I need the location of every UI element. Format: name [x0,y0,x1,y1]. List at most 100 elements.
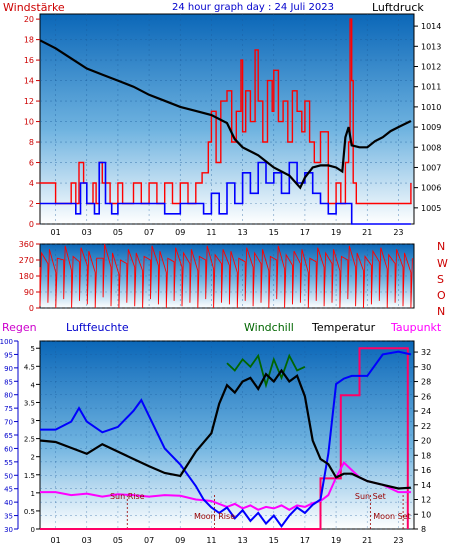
wind-tick-label: 2 [29,200,34,209]
wind-axis-title: Windstärke [3,1,65,14]
wind-tick-label: 8 [29,138,34,147]
temperature-tick-label: 30 [421,363,431,372]
windchill-legend: Windchill [244,321,294,334]
dewpoint-legend: Taupunkt [390,321,442,334]
wind-tick-label: 10 [24,118,34,127]
rain-tick-label: 1.5 [24,472,35,480]
rain-tick-label: 3.5 [24,399,35,407]
temperature-tick-label: 32 [421,348,431,357]
rain-tick-label: 2 [31,454,35,462]
rain-tick-label: 0 [31,526,35,534]
wind-average-line [40,161,411,225]
rain-tick-label: 1 [31,490,35,498]
sunrise-label: Sun Rise [110,492,145,501]
weather-hour-label: 19 [331,536,341,545]
weather-hour-label: 05 [113,536,123,545]
pressure-tick-label: 1006 [421,184,441,193]
weather-hour-label: 23 [393,536,403,545]
rain-tick-label: 4 [31,381,36,389]
hour-tick-label: 13 [237,228,247,237]
pressure-tick-label: 1009 [421,123,441,132]
pressure-tick-label: 1013 [421,42,441,51]
direction-labels: N W S O N [437,240,448,318]
wind-direction-chart: 0 90 180 270 360 [19,240,414,313]
temperature-tick-label: 10 [421,510,431,519]
temperature-tick-label: 12 [421,496,431,505]
page-title: 24 hour graph day : 24 Juli 2023 [172,2,334,13]
temperature-tick-label: 22 [421,422,431,431]
pressure-line [39,39,412,190]
humidity-tick-label: 80 [4,392,13,400]
wind-tick-label: 16 [24,56,34,65]
dewpoint-line [40,460,411,511]
rain-axis-title: Regen [2,321,37,334]
temperature-tick-label: 18 [421,451,431,460]
pressure-tick-label: 1007 [421,163,441,172]
hour-tick-label: 19 [331,228,341,237]
rain-tick-label: 4.5 [24,363,35,371]
direction-label-o: O [437,289,446,302]
humidity-tick-label: 100 [0,338,13,346]
weather-hour-label: 15 [269,536,279,545]
wind-tick-label: 18 [24,36,34,45]
pressure-tick-label: 1008 [421,143,441,152]
pressure-tick-label: 1010 [421,103,441,112]
direction-tick-label: 270 [19,256,34,265]
hour-tick-label: 05 [113,228,123,237]
pressure-axis-title: Luftdruck [372,1,424,14]
hour-tick-label: 21 [362,228,372,237]
humidity-tick-label: 95 [4,351,13,359]
direction-tick-label: 90 [24,288,34,297]
wind-direction-line [39,243,413,309]
rain-line [40,347,409,530]
humidity-tick-label: 65 [4,432,13,440]
rain-tick-label: 0.5 [24,508,35,516]
moonset-label: Moon Set [373,512,410,521]
temperature-tick-label: 24 [421,407,431,416]
wind-pressure-chart: 0246810121416182010051006100710081009101… [24,14,441,237]
wind-tick-label: 14 [24,77,34,86]
weather-chart: 303540455055606570758085909510000.511.52… [0,338,431,545]
temperature-tick-label: 14 [421,481,431,490]
humidity-tick-label: 50 [4,472,13,480]
wind-tick-label: 6 [29,159,34,168]
windchill-line [226,353,306,389]
weather-hour-label: 21 [362,536,372,545]
weather-hour-label: 11 [206,536,216,545]
humidity-tick-label: 45 [4,486,13,494]
weather-hour-label: 09 [175,536,185,545]
direction-label-n-bottom: N [437,305,445,318]
hour-tick-label: 23 [393,228,403,237]
humidity-tick-label: 75 [4,405,13,413]
weather-hour-label: 07 [144,536,154,545]
direction-tick-label: 180 [19,272,34,281]
rain-tick-label: 5 [31,345,35,353]
wind-tick-label: 4 [29,179,34,188]
temperature-line [39,368,411,490]
hour-tick-label: 15 [269,228,279,237]
humidity-tick-label: 30 [4,526,13,534]
sunset-label: Sun Set [355,492,386,501]
weather-hour-label: 01 [50,536,60,545]
humidity-tick-label: 55 [4,459,13,467]
hour-tick-label: 07 [144,228,154,237]
weather-hour-label: 03 [82,536,92,545]
direction-label-n-top: N [437,240,445,253]
pressure-tick-label: 1011 [421,83,441,92]
humidity-tick-label: 70 [4,419,13,427]
hour-tick-label: 01 [50,228,60,237]
wind-tick-label: 12 [24,97,34,106]
temperature-tick-label: 26 [421,392,431,401]
hour-tick-label: 17 [300,228,310,237]
pressure-tick-label: 1012 [421,63,441,72]
direction-label-s: S [437,273,444,286]
hour-tick-label: 09 [175,228,185,237]
weather-hour-label: 17 [300,536,310,545]
humidity-tick-label: 90 [4,365,13,373]
humidity-tick-label: 60 [4,445,13,453]
direction-tick-label: 360 [19,240,34,249]
direction-tick-label: 0 [29,304,34,313]
weather-hour-label: 13 [237,536,247,545]
